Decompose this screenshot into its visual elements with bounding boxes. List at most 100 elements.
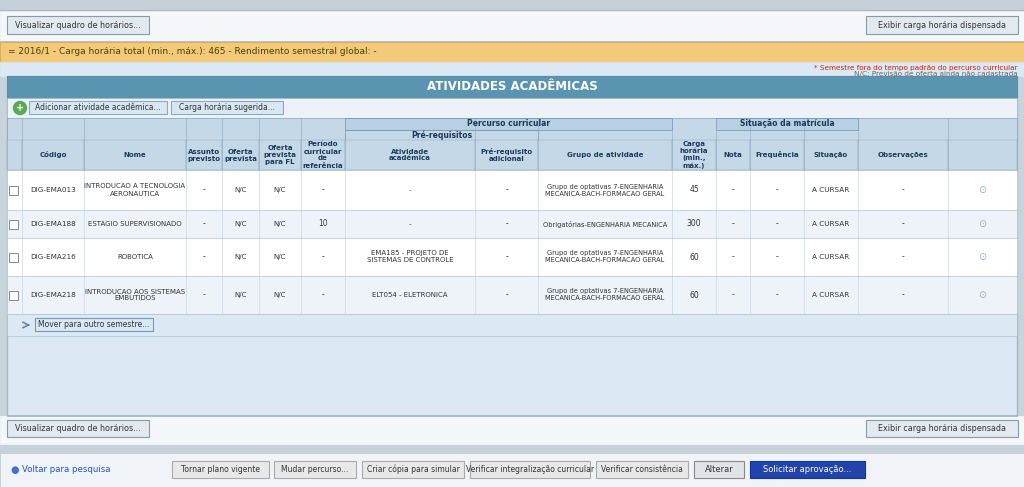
Bar — [186, 140, 222, 170]
Text: -: - — [505, 291, 508, 300]
Text: A CURSAR: A CURSAR — [812, 254, 850, 260]
Text: Alterar: Alterar — [705, 465, 733, 474]
Text: DIG-EMA218: DIG-EMA218 — [30, 292, 76, 298]
Bar — [84, 140, 186, 170]
Text: N/C: N/C — [234, 292, 247, 298]
Text: -: - — [505, 220, 508, 228]
Text: 300: 300 — [687, 220, 701, 228]
Text: Tornar plano vigente: Tornar plano vigente — [181, 465, 260, 474]
Bar — [9, 186, 18, 194]
Text: ●: ● — [10, 465, 18, 475]
Bar — [858, 140, 948, 170]
Text: Situação da matrícula: Situação da matrícula — [739, 119, 835, 129]
Text: -: - — [731, 252, 734, 262]
Bar — [7, 140, 22, 170]
Bar — [750, 461, 865, 478]
Text: ROBOTICA: ROBOTICA — [117, 254, 153, 260]
Bar — [7, 210, 1017, 238]
Bar — [7, 76, 1017, 416]
Text: A CURSAR: A CURSAR — [812, 221, 850, 227]
Text: -: - — [731, 291, 734, 300]
Text: Visualizar quadro de horários...: Visualizar quadro de horários... — [15, 20, 141, 30]
Text: -: - — [775, 291, 778, 300]
Text: -: - — [322, 291, 325, 300]
Bar — [7, 118, 1017, 170]
Text: Voltar para pesquisa: Voltar para pesquisa — [22, 466, 111, 474]
Text: = 2016/1 - Carga horária total (min., máx.): 465 - Rendimento semestral global: : = 2016/1 - Carga horária total (min., má… — [8, 48, 377, 56]
Text: -: - — [731, 220, 734, 228]
Bar — [7, 98, 1017, 118]
Bar — [694, 461, 744, 478]
Text: -: - — [901, 220, 904, 228]
Text: -: - — [731, 186, 734, 194]
Text: Adicionar atividade acadêmica...: Adicionar atividade acadêmica... — [35, 103, 161, 112]
Text: Frequência: Frequência — [755, 151, 799, 158]
Text: -: - — [775, 252, 778, 262]
Text: A CURSAR: A CURSAR — [812, 187, 850, 193]
Bar — [672, 140, 716, 170]
Text: Assunto
previsto: Assunto previsto — [187, 149, 220, 162]
Text: -: - — [203, 186, 206, 194]
Bar — [9, 220, 18, 228]
Text: -: - — [775, 220, 778, 228]
Text: A CURSAR: A CURSAR — [812, 292, 850, 298]
Bar — [948, 140, 1017, 170]
Text: Visualizar quadro de horários...: Visualizar quadro de horários... — [15, 424, 141, 433]
Bar — [172, 461, 269, 478]
Bar — [0, 416, 1024, 444]
Bar — [7, 276, 1017, 314]
Text: * Semestre fora do tempo padrão do percurso curricular: * Semestre fora do tempo padrão do percu… — [814, 65, 1018, 71]
Text: -: - — [409, 221, 412, 227]
Bar — [716, 118, 858, 130]
Text: -: - — [409, 187, 412, 193]
Bar — [0, 10, 1024, 11]
Bar — [7, 16, 150, 34]
Text: ATIVIDADES ACADÊMICAS: ATIVIDADES ACADÊMICAS — [427, 80, 597, 94]
Bar — [274, 461, 356, 478]
Bar — [0, 445, 1024, 453]
Text: Exibir carga horária dispensada: Exibir carga horária dispensada — [878, 20, 1006, 30]
Text: Código: Código — [39, 151, 67, 158]
Text: Percurso curricular: Percurso curricular — [467, 119, 550, 129]
Text: -: - — [505, 186, 508, 194]
Text: Mudar percurso...: Mudar percurso... — [282, 465, 348, 474]
Text: -: - — [901, 186, 904, 194]
Text: DIG-EMA216: DIG-EMA216 — [30, 254, 76, 260]
Text: N/C: N/C — [234, 254, 247, 260]
Text: 60: 60 — [689, 291, 698, 300]
Bar — [0, 0, 1024, 10]
Text: Nota: Nota — [724, 152, 742, 158]
Text: ⊙: ⊙ — [979, 185, 986, 195]
Text: Verificar integralização curricular: Verificar integralização curricular — [466, 465, 594, 474]
Text: N/C: N/C — [273, 254, 286, 260]
Text: Oferta
prevista: Oferta prevista — [224, 149, 257, 162]
Text: Obrigatórias-ENGENHARIA MECANICA: Obrigatórias-ENGENHARIA MECANICA — [543, 221, 667, 227]
Text: Carga
horária
(min.,
máx.): Carga horária (min., máx.) — [680, 141, 709, 169]
Bar — [345, 130, 538, 140]
Bar — [9, 291, 18, 300]
Text: EMA185 - PROJETO DE
SISTEMAS DE CONTROLE: EMA185 - PROJETO DE SISTEMAS DE CONTROLE — [367, 250, 454, 263]
Text: -: - — [203, 220, 206, 228]
Text: Atividade
académica: Atividade académica — [389, 149, 431, 162]
Text: DIG-EMA188: DIG-EMA188 — [30, 221, 76, 227]
Text: Verificar consistência: Verificar consistência — [601, 465, 683, 474]
Text: 45: 45 — [689, 186, 698, 194]
Text: Período
curricular
de
referência: Período curricular de referência — [303, 142, 343, 169]
Text: Observações: Observações — [878, 152, 929, 158]
Bar — [259, 140, 301, 170]
Text: Mover para outro semestre...: Mover para outro semestre... — [38, 320, 150, 329]
Bar — [716, 140, 750, 170]
Bar — [0, 62, 1024, 76]
Text: ⊙: ⊙ — [979, 252, 986, 262]
Text: +: + — [16, 103, 24, 113]
Bar — [7, 415, 1017, 416]
Bar — [29, 101, 167, 114]
Text: Pré-requisito
adicional: Pré-requisito adicional — [480, 148, 532, 162]
Bar — [22, 140, 84, 170]
Text: ⊙: ⊙ — [979, 290, 986, 300]
Text: Grupo de optativas 7-ENGENHARIA
MECANICA-BACH-FORMACAO GERAL: Grupo de optativas 7-ENGENHARIA MECANICA… — [546, 184, 665, 196]
Text: N/C: N/C — [273, 292, 286, 298]
Text: Situação: Situação — [814, 152, 848, 158]
Circle shape — [13, 101, 27, 114]
Bar — [475, 140, 538, 170]
